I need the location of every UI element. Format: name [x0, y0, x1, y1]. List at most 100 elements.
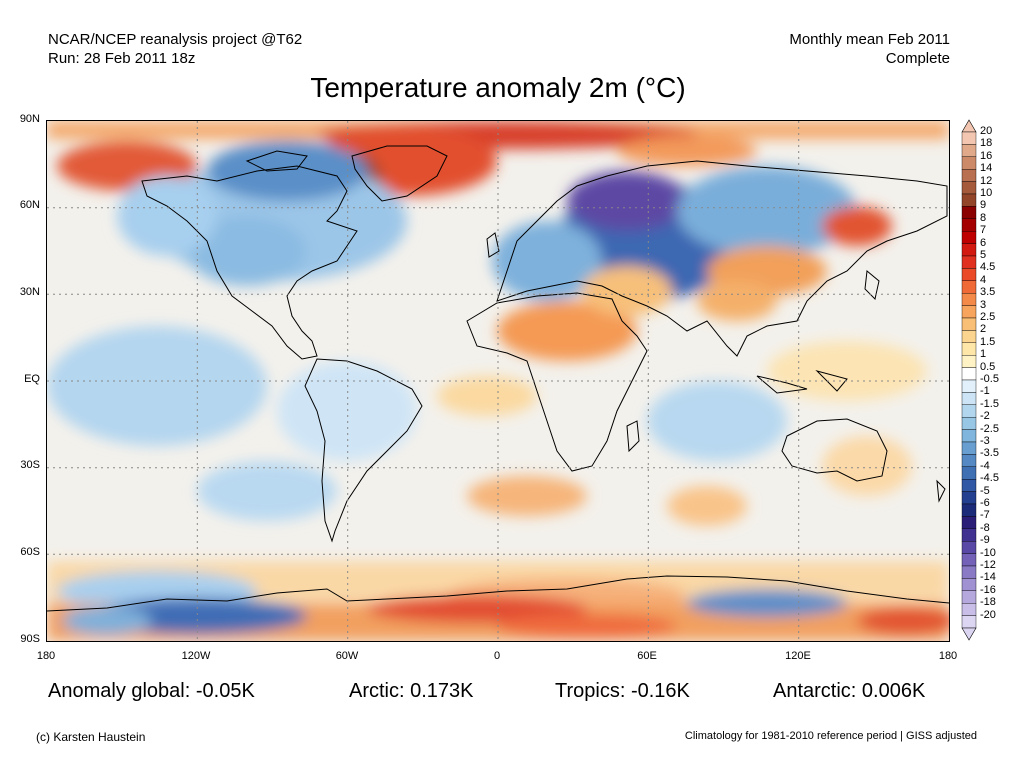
colorbar-label: -6 [980, 497, 990, 509]
colorbar-swatch [961, 466, 977, 480]
colorbar-label: 8 [980, 211, 987, 224]
colorbar-swatch [961, 268, 977, 281]
colorbar-swatch [961, 615, 977, 629]
colorbar-swatch [961, 479, 977, 492]
colorbar-swatch [961, 590, 977, 604]
colorbar-swatch [961, 565, 977, 579]
lon-label-120e: 120E [785, 650, 811, 662]
colorbar [961, 119, 977, 641]
colorbar-label: -1 [980, 385, 990, 398]
stat-tropics: Tropics: -0.16K [555, 680, 690, 702]
colorbar-swatch [961, 144, 977, 157]
lat-label-30s: 30S [20, 459, 40, 471]
lon-label-60w: 60W [335, 650, 359, 662]
lon-label-60e: 60E [637, 650, 657, 662]
colorbar-swatch [961, 243, 977, 257]
colorbar-label: -2 [980, 410, 990, 423]
colorbar-swatch [961, 417, 977, 430]
colorbar-swatch [961, 330, 977, 343]
colorbar-label: -0.5 [980, 373, 999, 385]
anomaly-field [47, 121, 949, 641]
colorbar-label: 12 [980, 174, 993, 187]
colorbar-swatch [961, 342, 977, 356]
stat-arctic: Arctic: 0.173K [349, 680, 474, 702]
colorbar-swatch [961, 503, 977, 517]
colorbar-swatch [961, 193, 977, 207]
colorbar-swatch [961, 181, 977, 195]
colorbar-swatch [961, 354, 977, 368]
colorbar-swatch [961, 230, 977, 244]
colorbar-label: 5 [980, 249, 987, 261]
colorbar-swatch [961, 578, 977, 591]
colorbar-swatch [961, 317, 977, 331]
colorbar-label: 6 [980, 236, 987, 249]
colorbar-label: -20 [980, 608, 996, 621]
colorbar-swatch [961, 305, 977, 319]
lat-label-90n: 90N [19, 113, 40, 125]
colorbar-label: 18 [980, 137, 993, 150]
colorbar-label: -2.5 [980, 422, 999, 435]
lat-label-60n: 60N [19, 199, 40, 211]
lat-label-60s: 60S [20, 546, 40, 558]
copyright-label: (c) Karsten Haustein [36, 730, 146, 744]
status-label: Complete [885, 50, 950, 67]
colorbar-swatch [961, 454, 977, 467]
colorbar-label: 16 [980, 149, 993, 162]
lon-label-180w: 180 [36, 650, 56, 662]
colorbar-swatch [961, 404, 977, 418]
period-label: Monthly mean Feb 2011 [789, 31, 950, 48]
colorbar-swatch [961, 491, 977, 505]
colorbar-swatch [961, 392, 977, 405]
colorbar-swatch [961, 131, 977, 145]
colorbar-swatch [961, 206, 977, 220]
colorbar-label: 3 [980, 298, 987, 311]
colorbar-label: -1.5 [980, 397, 999, 410]
colorbar-label: 14 [980, 162, 993, 175]
colorbar-swatch [961, 528, 977, 542]
colorbar-label: 1.5 [980, 335, 996, 348]
colorbar-swatch [961, 541, 977, 554]
colorbar-label: -4.5 [980, 472, 999, 485]
colorbar-label: 2 [980, 323, 987, 336]
colorbar-label: 4.5 [980, 261, 996, 274]
colorbar-swatch [961, 516, 977, 529]
colorbar-swatch [961, 280, 977, 294]
climatology-label: Climatology for 1981-2010 reference peri… [684, 730, 977, 742]
colorbar-label: 1 [980, 348, 987, 361]
header-right: Monthly mean Feb 2011 Complete [789, 30, 950, 68]
lon-label-180e: 180 [938, 650, 958, 662]
colorbar-label: -10 [980, 546, 996, 559]
colorbar-swatch [961, 603, 977, 616]
project-label: NCAR/NCEP reanalysis project @T62 [48, 31, 303, 48]
colorbar-swatch [961, 255, 977, 269]
colorbar-swatch [961, 441, 977, 455]
anomaly-map [46, 120, 950, 642]
colorbar-label: -3.5 [980, 447, 999, 460]
colorbar-label: -12 [980, 559, 996, 571]
lat-label-eq: EQ [24, 373, 40, 385]
colorbar-label: 20 [980, 125, 993, 137]
stat-antarctic: Antarctic: 0.006K [773, 680, 926, 702]
colorbar-label: 9 [980, 199, 987, 212]
colorbar-swatch [961, 169, 977, 182]
colorbar-label: -3 [980, 435, 990, 447]
colorbar-label: 0.5 [980, 360, 996, 373]
lat-label-30n: 30N [19, 286, 40, 298]
colorbar-label: 4 [980, 273, 987, 286]
colorbar-label: -16 [980, 583, 996, 596]
map-title: Temperature anomaly 2m (°C) [310, 72, 686, 103]
colorbar-swatch [961, 218, 977, 232]
lon-label-120w: 120W [181, 650, 211, 662]
lat-label-90s: 90S [20, 633, 40, 645]
colorbar-swatch [961, 156, 977, 170]
colorbar-swatch [961, 367, 977, 381]
colorbar-label: -7 [980, 509, 990, 522]
colorbar-bottom-arrow [961, 627, 977, 641]
colorbar-label: -9 [980, 534, 990, 547]
colorbar-label: 10 [980, 187, 993, 199]
colorbar-label: -14 [980, 571, 996, 584]
colorbar-label: 7 [980, 224, 987, 237]
colorbar-label: -4 [980, 459, 990, 472]
colorbar-label: -5 [980, 484, 990, 497]
colorbar-swatch [961, 553, 977, 567]
